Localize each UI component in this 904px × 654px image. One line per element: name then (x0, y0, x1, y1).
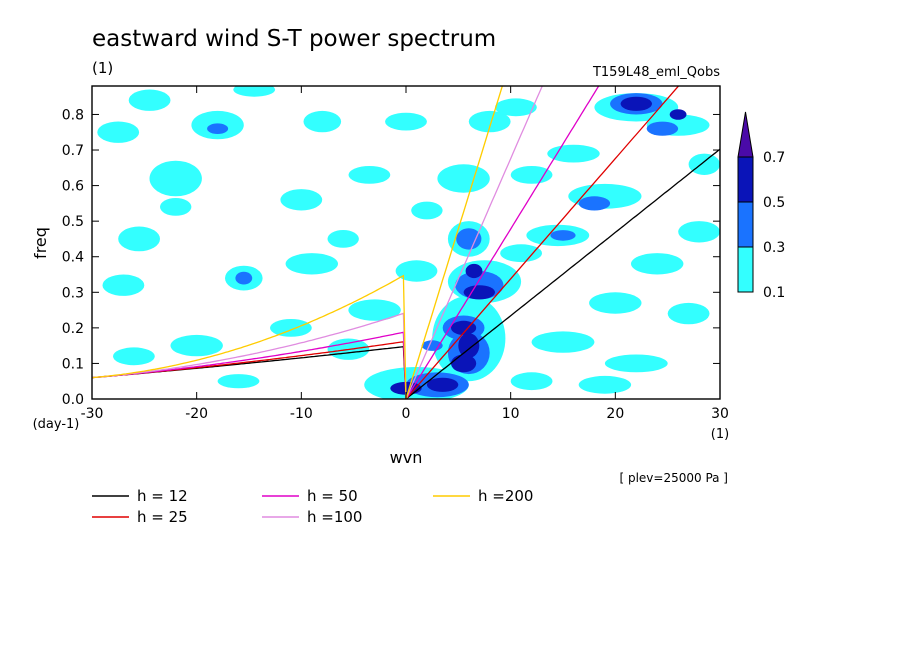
contour-region-level-1 (510, 166, 553, 184)
legend-label: h =200 (478, 487, 533, 505)
contour-region-level-1 (348, 299, 401, 321)
contour-region-level-1 (500, 244, 542, 263)
contour-region-level-1 (327, 230, 359, 248)
colorbar-segment (737, 246, 754, 293)
colorbar-segment (737, 156, 754, 203)
colorbar-label: 0.1 (763, 285, 785, 301)
contour-region-level-1 (468, 110, 511, 133)
colorbar-label: 0.7 (763, 150, 785, 166)
y-unit-label: (day-1) (33, 417, 80, 432)
contour-region-level-1 (280, 189, 323, 211)
contour-region-level-1 (348, 166, 391, 184)
contour-region-level-1 (531, 331, 595, 353)
curve-legend: h = 12 h = 25 h = 50 h =100 h =200 (92, 487, 533, 526)
y-axis-label: freq (31, 227, 50, 259)
y-tick-label: 0.3 (62, 285, 84, 301)
contour-region-level-1 (667, 302, 710, 325)
x-tick-label: -10 (290, 406, 313, 422)
contour-region-level-1 (688, 153, 720, 175)
x-tick-label: 20 (606, 406, 624, 422)
contour-region-level-3 (426, 377, 459, 392)
subtitle-left: (1) (92, 59, 113, 77)
legend-label: h = 50 (307, 487, 358, 505)
x-tick-label: -20 (185, 406, 208, 422)
subtitle-right: T159L48_eml_Qobs (592, 65, 720, 80)
x-tick-label: 0 (402, 406, 411, 422)
dispersion-curve-h50 (92, 86, 600, 399)
y-tick-label: 0.7 (62, 143, 84, 159)
y-tick-label: 0.8 (62, 107, 84, 123)
contour-region-level-1 (437, 164, 490, 193)
contour-region-level-3 (458, 333, 480, 358)
y-tick-label: 0.4 (62, 250, 84, 266)
contour-region-level-1 (395, 260, 438, 282)
contour-region-level-1 (303, 110, 342, 133)
contour-region-level-1 (604, 354, 668, 373)
y-tick-label: 0.0 (62, 392, 84, 408)
legend-label: h = 12 (137, 487, 188, 505)
contour-region-level-1 (160, 198, 192, 216)
colorbar-triangle (737, 111, 754, 158)
contour-region-level-1 (411, 201, 443, 220)
y-tick-label: 0.2 (62, 321, 84, 337)
contour-region-level-1 (149, 160, 202, 197)
colorbar: 0.1 0.3 0.5 0.7 (737, 111, 785, 301)
legend-label: h =100 (307, 508, 362, 526)
contour-region-level-1 (495, 98, 537, 117)
plev-label: [ plev=25000 Pa ] (619, 471, 728, 485)
legend-label: h = 25 (137, 508, 188, 526)
contour-region-level-2 (235, 271, 253, 285)
contour-region-level-1 (128, 89, 171, 111)
contour-region-level-2 (646, 121, 679, 136)
contour-region-level-1 (118, 226, 160, 252)
contour-region-level-1 (589, 292, 642, 314)
x-tick-label: -30 (81, 406, 104, 422)
x-axis-label: wvn (390, 448, 423, 467)
dispersion-curve-h200 (92, 86, 504, 399)
contour-region-level-3 (451, 354, 477, 373)
contour-fill-layer (97, 86, 720, 399)
contour-region-level-3 (463, 285, 495, 300)
x-unit-label: (1) (711, 427, 729, 442)
colorbar-label: 0.5 (763, 195, 785, 211)
dispersion-curve-layer (92, 86, 720, 399)
contour-region-level-1 (170, 334, 223, 357)
contour-region-level-1 (631, 253, 684, 275)
contour-region-level-2 (207, 123, 229, 134)
x-tick-label: 30 (711, 406, 729, 422)
contour-region-level-2 (578, 196, 611, 211)
y-tick-label: 0.6 (62, 179, 84, 195)
contour-region-level-1 (217, 374, 260, 389)
contour-region-level-1 (578, 375, 632, 394)
contour-region-level-1 (270, 319, 312, 337)
contour-region-level-1 (97, 121, 140, 143)
contour-region-level-1 (112, 347, 155, 366)
contour-region-level-1 (547, 144, 600, 163)
contour-region-level-3 (620, 96, 652, 111)
contour-region-level-1 (102, 274, 145, 296)
dispersion-curve-h100 (92, 86, 543, 399)
contour-region-level-3 (451, 320, 477, 335)
contour-region-level-2 (456, 228, 482, 250)
contour-region-level-1 (510, 372, 553, 391)
y-tick-label: 0.1 (62, 356, 84, 372)
contour-region-level-3 (465, 263, 483, 279)
y-tick-label: 0.5 (62, 214, 84, 230)
chart-title: eastward wind S-T power spectrum (92, 26, 496, 52)
contour-region-level-1 (233, 86, 276, 97)
contour-region-level-3 (669, 109, 687, 120)
dispersion-curve-h25 (92, 86, 680, 399)
contour-region-level-2 (550, 230, 576, 241)
x-tick-label: 10 (502, 406, 520, 422)
axis-ticks: -30 -20 -10 0 10 20 30 0.0 0.1 0.2 0.3 0.4 0.5 0.6 0.7… (62, 86, 729, 422)
colorbar-segment (737, 201, 754, 248)
contour-region-level-1 (285, 253, 338, 275)
contour-region-level-1 (678, 221, 720, 243)
contour-region-level-1 (385, 112, 427, 131)
colorbar-label: 0.3 (763, 240, 785, 256)
